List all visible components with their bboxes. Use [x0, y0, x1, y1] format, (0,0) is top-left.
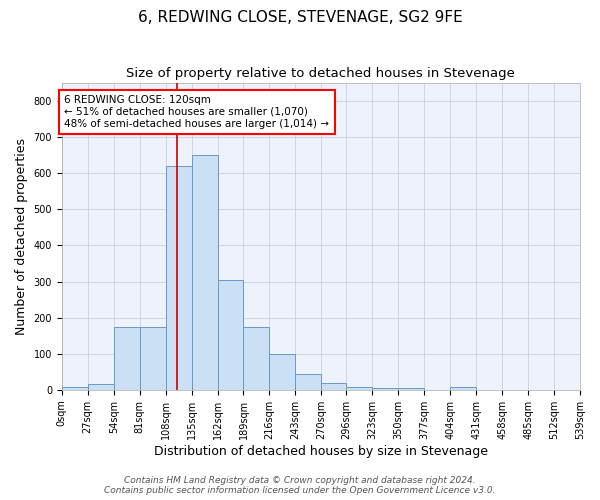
- Bar: [450, 387, 476, 390]
- Text: 6 REDWING CLOSE: 120sqm
← 51% of detached houses are smaller (1,070)
48% of semi: 6 REDWING CLOSE: 120sqm ← 51% of detache…: [64, 96, 329, 128]
- Text: 6, REDWING CLOSE, STEVENAGE, SG2 9FE: 6, REDWING CLOSE, STEVENAGE, SG2 9FE: [137, 10, 463, 25]
- Text: Contains HM Land Registry data © Crown copyright and database right 2024.
Contai: Contains HM Land Registry data © Crown c…: [104, 476, 496, 495]
- Bar: [166, 166, 191, 390]
- Bar: [88, 384, 113, 390]
- Bar: [140, 326, 166, 390]
- Bar: [398, 388, 424, 390]
- Bar: [191, 155, 218, 390]
- Bar: [244, 326, 269, 390]
- Bar: [322, 384, 346, 390]
- Bar: [346, 386, 373, 390]
- Bar: [218, 280, 244, 390]
- Bar: [62, 387, 88, 390]
- Bar: [373, 388, 398, 390]
- Bar: [269, 354, 295, 390]
- X-axis label: Distribution of detached houses by size in Stevenage: Distribution of detached houses by size …: [154, 444, 488, 458]
- Bar: [295, 374, 322, 390]
- Title: Size of property relative to detached houses in Stevenage: Size of property relative to detached ho…: [127, 68, 515, 80]
- Y-axis label: Number of detached properties: Number of detached properties: [15, 138, 28, 335]
- Bar: [113, 326, 140, 390]
